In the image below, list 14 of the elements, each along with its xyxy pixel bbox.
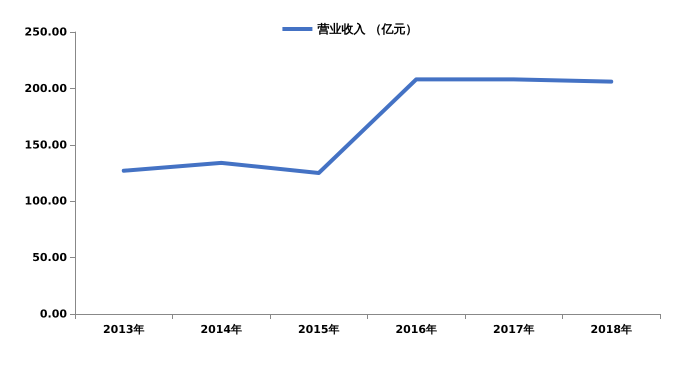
x-tick-label: 2017年: [492, 323, 535, 336]
x-tick-label: 2013年: [102, 323, 145, 336]
y-tick-label: 50.00: [32, 251, 68, 264]
x-tick-label: 2016年: [395, 323, 438, 336]
y-tick-label: 150.00: [24, 138, 68, 152]
y-tick-label: 250.00: [24, 26, 68, 38]
x-tick-label: 2014年: [200, 323, 242, 336]
y-tick-label: 200.00: [24, 82, 68, 95]
y-tick-label: 0.00: [40, 308, 68, 320]
x-tick-label: 2018年: [590, 323, 632, 336]
legend-label: 营业收入 （亿元）: [316, 22, 418, 36]
y-tick-label: 100.00: [24, 194, 68, 208]
line-series: [122, 77, 614, 175]
x-tick-label: 2015年: [298, 323, 340, 336]
